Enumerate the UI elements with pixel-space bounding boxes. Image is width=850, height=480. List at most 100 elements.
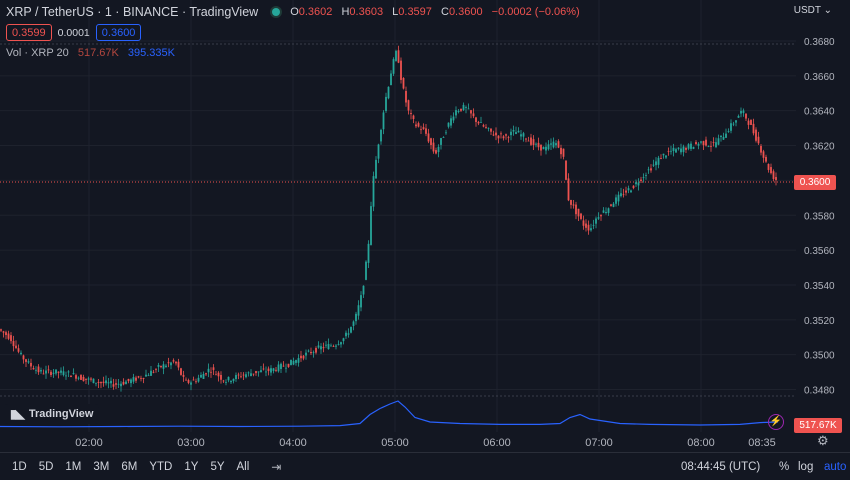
candle-body bbox=[452, 116, 455, 121]
volume-legend[interactable]: Vol · XRP 20 517.67K 395.335K bbox=[6, 47, 175, 59]
range-1y[interactable]: 1Y bbox=[184, 460, 199, 473]
candle-body bbox=[447, 122, 450, 127]
time-axis: 02:00 03:00 04:00 05:00 06:00 07:00 08:00 08:35 bbox=[75, 437, 776, 449]
candle-body bbox=[192, 379, 195, 381]
candle-body bbox=[640, 179, 642, 181]
candle-body bbox=[710, 146, 712, 148]
price-chart[interactable]: 0.3680 0.3660 0.3640 0.3620 0.3600 0.3580 0.35… bbox=[0, 0, 850, 452]
currency-selector[interactable]: USDT ⌄ bbox=[793, 5, 832, 16]
candle-body bbox=[172, 360, 175, 362]
candle-body bbox=[197, 377, 200, 382]
y-tick-label: 0.3500 bbox=[804, 351, 835, 362]
candle-body bbox=[630, 190, 632, 193]
candle-body bbox=[547, 144, 550, 150]
candle-body bbox=[507, 137, 510, 139]
log-toggle[interactable]: log bbox=[798, 461, 814, 473]
x-tick-label: 07:00 bbox=[585, 437, 613, 449]
y-tick-label: 0.3620 bbox=[804, 142, 835, 153]
candle-body bbox=[237, 374, 240, 376]
candle-body bbox=[362, 285, 365, 295]
candle-body bbox=[477, 121, 480, 124]
candle-body bbox=[60, 370, 62, 373]
candle-body bbox=[357, 305, 360, 316]
volume-ma-value: 395.335K bbox=[127, 47, 175, 59]
candle-body bbox=[112, 384, 115, 387]
candle-body bbox=[222, 380, 225, 382]
symbol-title[interactable]: XRP / TetherUS · 1 · BINANCE · TradingVi… bbox=[6, 5, 259, 19]
utc-clock[interactable]: 08:44:45 (UTC) bbox=[681, 461, 761, 473]
candle-body bbox=[660, 158, 662, 160]
chevron-down-icon: ⌄ bbox=[823, 5, 832, 16]
ohlc-values: O0.3602 H0.3603 L0.3597 C0.3600 −0.0002 … bbox=[290, 6, 580, 18]
candle-body bbox=[340, 342, 342, 345]
candle-body bbox=[252, 373, 255, 375]
candle-body bbox=[397, 50, 400, 63]
tradingview-logo[interactable]: ▮◣ TradingView bbox=[4, 404, 100, 424]
candle-body bbox=[597, 217, 600, 219]
candle-body bbox=[37, 366, 40, 373]
candle-body bbox=[165, 365, 167, 368]
close-value: 0.3600 bbox=[448, 6, 483, 18]
auto-toggle[interactable]: auto bbox=[824, 461, 847, 473]
candle-body bbox=[380, 129, 382, 142]
candle-body bbox=[225, 381, 227, 383]
candle-body bbox=[300, 355, 302, 359]
range-5y[interactable]: 5Y bbox=[210, 460, 225, 473]
candle-body bbox=[140, 377, 142, 379]
candle-body bbox=[720, 135, 722, 138]
candle-body bbox=[355, 313, 357, 322]
candle-body bbox=[460, 108, 462, 111]
candle-body bbox=[375, 159, 377, 179]
lightning-icon[interactable]: ⚡ bbox=[768, 414, 784, 430]
candle-body bbox=[122, 381, 125, 385]
candle-body bbox=[325, 344, 327, 346]
candle-body bbox=[680, 148, 682, 153]
candle-body bbox=[605, 211, 607, 214]
candle-body bbox=[290, 359, 292, 366]
candle-body bbox=[517, 130, 520, 133]
candle-body bbox=[590, 228, 592, 231]
candle-body bbox=[162, 364, 165, 369]
candle-body bbox=[72, 373, 75, 374]
gear-icon[interactable]: ⚙ bbox=[817, 433, 829, 448]
candle-body bbox=[692, 146, 695, 149]
candle-body bbox=[307, 350, 310, 352]
candle-body bbox=[342, 338, 345, 342]
percent-toggle[interactable]: % bbox=[779, 461, 790, 473]
candle-body bbox=[520, 134, 522, 137]
sell-button[interactable]: 0.3599 bbox=[6, 24, 52, 41]
range-1m[interactable]: 1M bbox=[65, 460, 82, 473]
candle-body bbox=[450, 118, 452, 126]
candle-body bbox=[285, 367, 287, 369]
candle-body bbox=[462, 104, 465, 110]
candle-body bbox=[645, 175, 647, 176]
range-1d[interactable]: 1D bbox=[12, 460, 27, 473]
candle-body bbox=[395, 50, 397, 61]
candle-body bbox=[762, 151, 765, 158]
candle-body bbox=[690, 143, 692, 149]
candle-body bbox=[280, 363, 282, 369]
x-tick-label: 03:00 bbox=[177, 437, 205, 449]
candle-body bbox=[125, 381, 127, 385]
range-ytd[interactable]: YTD bbox=[149, 460, 173, 473]
candle-body bbox=[215, 374, 217, 376]
date-range-icon[interactable]: ⇥ bbox=[271, 459, 282, 474]
candle-body bbox=[632, 185, 635, 189]
candle-body bbox=[312, 352, 315, 354]
candle-body bbox=[47, 369, 50, 371]
candle-body bbox=[100, 382, 102, 384]
range-3m[interactable]: 3M bbox=[93, 460, 110, 473]
candle-body bbox=[217, 372, 220, 377]
candle-body bbox=[455, 110, 457, 116]
candle-body bbox=[180, 368, 182, 375]
range-5d[interactable]: 5D bbox=[38, 460, 54, 473]
candle-body bbox=[347, 333, 350, 335]
chart-header: XRP / TetherUS · 1 · BINANCE · TradingVi… bbox=[6, 5, 580, 19]
candle-body bbox=[107, 382, 110, 384]
candle-body bbox=[482, 125, 485, 127]
candle-body bbox=[502, 136, 505, 139]
range-6m[interactable]: 6M bbox=[121, 460, 138, 473]
y-tick-label: 0.3640 bbox=[804, 107, 835, 118]
range-all[interactable]: All bbox=[236, 460, 250, 473]
buy-button[interactable]: 0.3600 bbox=[95, 24, 142, 41]
